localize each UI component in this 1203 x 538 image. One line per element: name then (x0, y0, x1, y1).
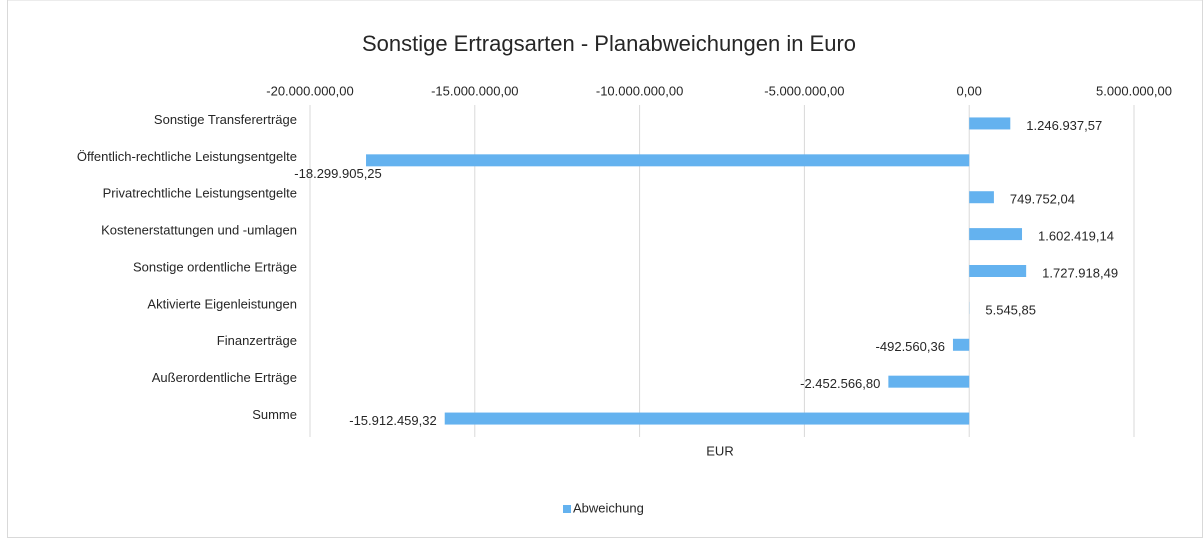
y-tick-label: Öffentlich-rechtliche Leistungsentgelte (77, 149, 297, 164)
bar (969, 265, 1027, 277)
x-tick-label: -5.000.000,00 (764, 83, 844, 98)
data-label: 749.752,04 (1010, 192, 1075, 207)
bar (969, 117, 1011, 130)
legend-swatch (563, 505, 571, 513)
x-tick-label: -20.000.000,00 (266, 83, 353, 98)
y-tick-label: Kostenerstattungen und -umlagen (101, 223, 297, 238)
legend-label: Abweichung (573, 500, 644, 515)
bar (952, 338, 970, 351)
chart-title: Sonstige Ertragsarten - Planabweichungen… (362, 31, 856, 56)
data-label: 1.602.419,14 (1038, 229, 1114, 244)
data-label: -2.452.566,80 (800, 376, 880, 391)
x-tick-label: -15.000.000,00 (431, 83, 518, 98)
y-tick-label: Finanzerträge (217, 333, 297, 348)
x-tick-label: 0,00 (957, 83, 982, 98)
data-label: 5.545,85 (985, 302, 1036, 317)
data-label: -18.299.905,25 (294, 166, 381, 181)
bar (969, 228, 1023, 241)
y-tick-label: Summe (252, 407, 297, 422)
bar (969, 191, 994, 204)
y-tick-label: Aktivierte Eigenleistungen (147, 296, 297, 311)
x-axis-label: EUR (706, 443, 733, 458)
bar (888, 375, 970, 388)
bar (366, 154, 970, 167)
bar (444, 412, 970, 425)
y-tick-label: Außerordentliche Erträge (152, 370, 297, 385)
data-label: 1.246.937,57 (1026, 118, 1102, 133)
y-tick-label: Privatrechtliche Leistungsentgelte (103, 186, 297, 201)
data-label: 1.727.918,49 (1042, 265, 1118, 280)
y-tick-label: Sonstige Transfererträge (154, 112, 297, 127)
data-label: -492.560,36 (876, 339, 945, 354)
y-tick-label: Sonstige ordentliche Erträge (133, 259, 297, 274)
data-label: -15.912.459,32 (349, 413, 436, 428)
x-tick-label: -10.000.000,00 (596, 83, 683, 98)
x-tick-label: 5.000.000,00 (1096, 83, 1172, 98)
